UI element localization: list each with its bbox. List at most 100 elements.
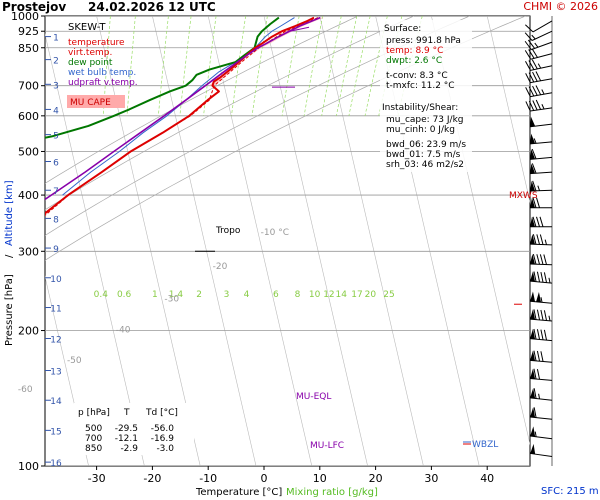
profile-lines: [45, 16, 321, 217]
isotherm-line: [96, 16, 201, 466]
wind-barb-staff: [530, 107, 553, 112]
wind-barb: [529, 234, 553, 246]
mu-cape-badge: [67, 95, 125, 108]
wind-barb: [530, 197, 552, 209]
wind-barb-flag: [543, 310, 548, 321]
pressure-tick-label: 300: [18, 245, 39, 258]
level-table-row-t: -12.1: [115, 434, 138, 444]
wind-barb: [530, 350, 553, 363]
wind-barb-pennant: [530, 443, 536, 455]
pressure-tick-label: 200: [18, 325, 39, 338]
isotherm-label: -40: [116, 326, 131, 336]
wind-barb-flag: [536, 350, 541, 362]
wind-barb-flag: [532, 180, 537, 191]
mu-cape-area: [208, 17, 324, 86]
wind-barbs: [524, 16, 553, 466]
mu-cape-label: MU CAPE: [70, 98, 111, 108]
wind-barb-flag: [536, 368, 541, 380]
wind-barb: [530, 309, 553, 322]
wind-barb-flag: [543, 329, 548, 341]
wind-barb-flag: [539, 254, 544, 265]
mixing-ratio-line: [251, 16, 268, 116]
temperature-line: [45, 16, 315, 215]
altitude-tick-label: 7: [53, 187, 59, 197]
wind-barb: [530, 291, 553, 304]
x-axis-title: Temperature [°C]: [195, 487, 282, 498]
wind-barb-half-flag: [533, 138, 537, 144]
sounding-datetime: 24.02.2026 12 UTC: [88, 0, 216, 14]
wind-barb-pennant: [530, 291, 536, 302]
wind-barb-pennant: [530, 197, 535, 208]
temperature-tick-label: 30: [424, 472, 438, 485]
wind-barb-pennant: [530, 254, 536, 265]
wind-barb-staff: [530, 53, 553, 60]
isotherm-label: -20: [213, 262, 228, 272]
wind-barb-half-flag: [541, 89, 545, 95]
wind-barb-staff: [530, 435, 553, 440]
wind-barb-flag: [525, 73, 531, 83]
srh-03-value: srh_03: 46 m2/s2: [386, 160, 464, 170]
wind-barb: [529, 254, 553, 266]
wind-barb-pennant: [530, 149, 536, 160]
wind-barb-half-flag: [537, 185, 540, 191]
wind-barb-half-flag: [540, 297, 543, 303]
wet-bulb-line: [62, 17, 295, 196]
surface-press: press: 991.8 hPa: [386, 36, 461, 46]
wind-barb-flag: [525, 101, 531, 112]
wind-barb-flag: [532, 216, 537, 227]
wind-barb-flag: [540, 329, 544, 340]
wind-barb-pennant: [530, 368, 536, 379]
wind-barb-flag: [531, 59, 538, 70]
mu-lfc-marker: [289, 26, 310, 32]
legend-item-dew-point: dew point: [68, 58, 113, 68]
altitude-tick-label: 3: [53, 81, 59, 91]
wind-barb: [530, 368, 553, 381]
mu-cape-value: mu_cape: 73 J/kg: [386, 115, 464, 125]
level-markers: [195, 26, 522, 445]
level-table: p [hPa] T Td [°C] 500 -29.5 -56.0 700 -1…: [74, 403, 194, 455]
pressure-tick-label: 500: [18, 145, 39, 158]
surface-t-conv: t-conv: 8.3 °C: [386, 71, 448, 81]
pressure-tick-label: 1000: [11, 10, 39, 23]
wind-barb-flag: [543, 254, 547, 265]
wind-barb-flag: [532, 85, 538, 96]
mixing-ratio-label: 0.6: [117, 290, 132, 300]
altitude-tick-label: 8: [53, 215, 59, 225]
altitude-tick-label: 9: [53, 245, 59, 255]
wind-barb-flag: [532, 234, 537, 245]
wind-barb: [530, 133, 553, 145]
wind-barb: [530, 407, 553, 420]
wind-barb: [524, 30, 553, 41]
wind-barb-staff: [530, 338, 553, 342]
virtual-temp-line: [45, 17, 319, 217]
isotherm-line: [486, 16, 530, 204]
wind-barb-pennant: [530, 133, 536, 144]
wind-barb-flag: [527, 39, 536, 49]
mixing-ratio-label: 10: [309, 290, 321, 300]
wind-barb: [524, 39, 553, 51]
wind-barb-flag: [540, 271, 544, 283]
mu-lfc-label: MU-LFC: [310, 441, 344, 451]
pressure-tick-label: 600: [18, 110, 39, 123]
isotherm-line: [45, 275, 89, 466]
wind-barb-staff: [531, 30, 553, 41]
wind-barb-staff: [530, 78, 553, 84]
mixing-ratio-label: 1.4: [169, 290, 184, 300]
wind-barb-pennant: [536, 292, 542, 303]
wind-barb: [530, 148, 553, 160]
isotherm-line: [207, 16, 313, 466]
wind-barb-staff: [531, 41, 553, 51]
wind-barb: [525, 20, 553, 33]
wind-barb-flag: [536, 271, 541, 283]
wind-barb: [529, 180, 553, 192]
wind-barb-staff: [530, 92, 553, 98]
mixing-ratio-label: 1: [152, 290, 158, 300]
wind-barb-flag: [532, 100, 538, 111]
temperature-tick-label: 10: [313, 472, 327, 485]
wind-barb-flag: [524, 32, 533, 41]
wind-barb-flag: [536, 254, 540, 265]
mixing-ratio-label: 4: [244, 290, 250, 300]
wind-barb-staff: [530, 397, 553, 401]
level-table-bg: [74, 403, 194, 455]
wind-barb-flag: [533, 309, 537, 320]
